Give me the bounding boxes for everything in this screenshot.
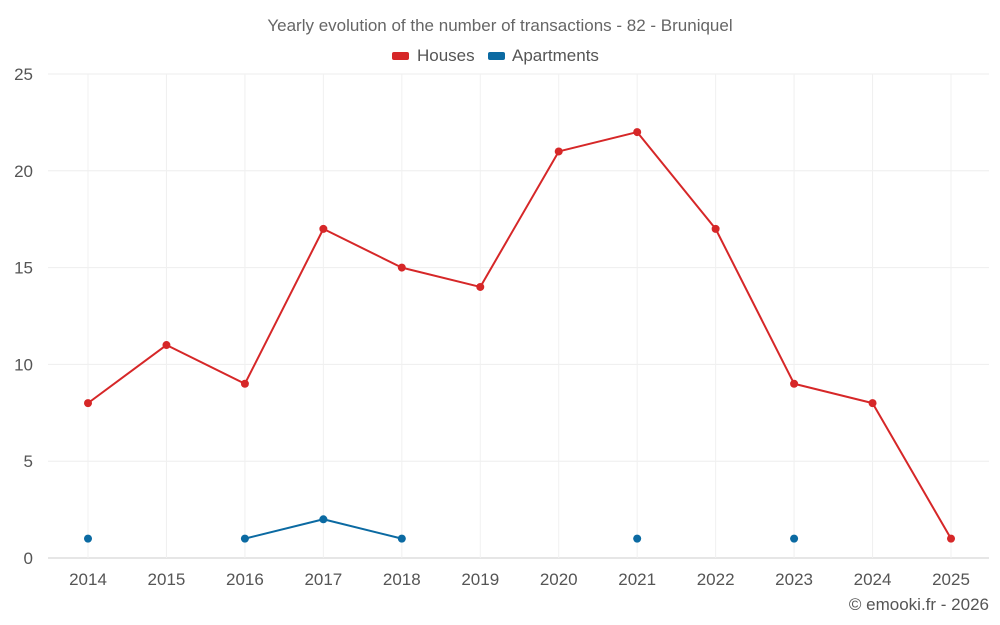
x-tick-label: 2015 (148, 570, 186, 589)
x-tick-label: 2016 (226, 570, 264, 589)
legend-houses-swatch (392, 52, 409, 60)
x-tick-label: 2022 (697, 570, 735, 589)
data-point-houses[interactable] (868, 399, 877, 408)
y-tick-label: 0 (24, 549, 33, 568)
series-line-houses (87, 131, 952, 540)
x-tick-label: 2019 (461, 570, 499, 589)
data-point-houses[interactable] (162, 341, 171, 350)
x-tick-label: 2023 (775, 570, 813, 589)
x-tick-label: 2020 (540, 570, 578, 589)
data-point-houses[interactable] (633, 128, 642, 137)
data-point-apartments[interactable] (633, 534, 642, 543)
legend-apartments-swatch (488, 52, 505, 60)
data-point-houses[interactable] (711, 224, 720, 233)
data-point-apartments[interactable] (319, 515, 328, 524)
legend[interactable]: Houses Apartments (392, 46, 599, 65)
data-point-houses[interactable] (319, 224, 328, 233)
chart-credit: © emooki.fr - 2026 (849, 595, 989, 614)
y-tick-label: 20 (14, 162, 33, 181)
data-point-houses[interactable] (240, 379, 249, 388)
x-tick-label: 2025 (932, 570, 970, 589)
data-point-houses[interactable] (476, 282, 485, 291)
chart-title: Yearly evolution of the number of transa… (267, 16, 732, 35)
series-layer (84, 128, 955, 543)
grid-layer (48, 73, 989, 559)
data-point-houses[interactable] (397, 263, 406, 272)
legend-houses-label[interactable]: Houses (417, 46, 475, 65)
data-point-houses[interactable] (554, 147, 563, 156)
x-tick-label: 2017 (304, 570, 342, 589)
data-point-houses[interactable] (947, 534, 955, 543)
x-tick-label: 2018 (383, 570, 421, 589)
y-tick-label: 25 (14, 65, 33, 84)
y-tick-label: 10 (14, 355, 33, 374)
data-point-apartments[interactable] (397, 534, 406, 543)
legend-apartments-label[interactable]: Apartments (512, 46, 599, 65)
data-point-apartments[interactable] (790, 534, 799, 543)
x-tick-label: 2014 (69, 570, 107, 589)
data-point-apartments[interactable] (240, 534, 249, 543)
data-point-apartments[interactable] (84, 534, 92, 543)
x-tick-label: 2021 (618, 570, 656, 589)
y-tick-label: 15 (14, 259, 33, 278)
x-tick-label: 2024 (854, 570, 892, 589)
data-point-houses[interactable] (84, 399, 92, 408)
y-tick-label: 5 (24, 452, 33, 471)
data-point-houses[interactable] (790, 379, 799, 388)
